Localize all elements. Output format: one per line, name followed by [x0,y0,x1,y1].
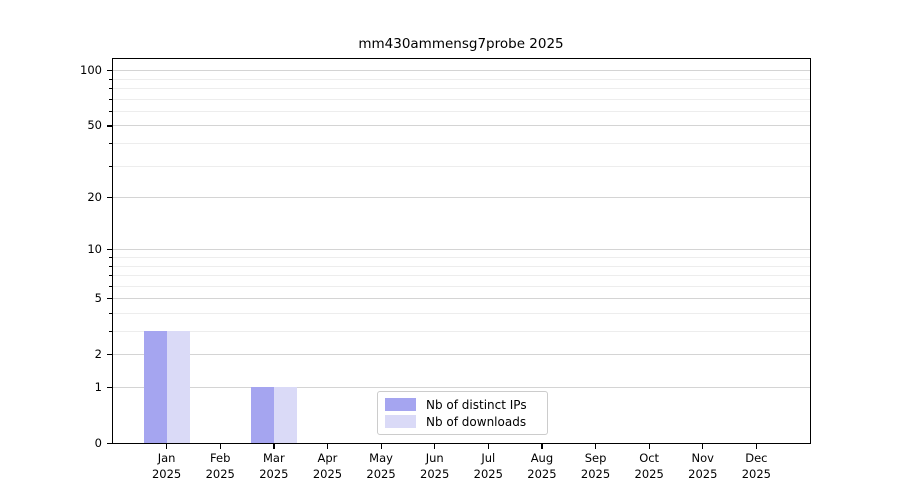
y-tick-label: 10 [87,242,102,257]
x-axis-tick [166,444,168,449]
legend-swatch-downloads [385,415,416,428]
x-tick-label: Feb 2025 [205,451,235,481]
x-axis-tick [326,444,329,449]
gridline-major [113,125,810,127]
bar-distinct-ips [250,387,274,443]
legend-item: Nb of downloads [385,413,539,430]
x-axis-tick [541,444,543,449]
y-axis-tick [107,125,112,127]
gridline-minor [113,98,810,100]
bar-downloads [273,387,297,443]
y-axis-minor-tick [109,331,112,332]
bar-downloads [166,331,190,443]
y-axis-minor-tick [109,88,112,89]
x-tick-label: Aug 2025 [527,451,557,481]
y-axis-minor-tick [109,98,112,100]
y-axis-minor-tick [109,312,112,314]
x-axis-tick [702,444,704,449]
chart-title: mm430ammensg7probe 2025 [358,36,564,52]
y-tick-label: 50 [87,118,102,133]
gridline-minor [113,285,810,287]
y-axis-tick [107,298,112,300]
y-axis-minor-tick [109,285,112,287]
gridline-major [113,298,810,300]
x-tick-label: Oct 2025 [634,451,664,481]
gridline-minor [113,88,810,89]
x-axis-tick [648,444,650,449]
x-tick-label: Sep 2025 [580,451,611,481]
y-tick-label: 20 [87,190,102,205]
x-tick-label: Dec 2025 [741,451,772,481]
plot-area [112,58,811,444]
x-axis-tick [273,444,275,449]
x-axis-tick [380,444,382,449]
y-tick-label: 0 [94,436,102,450]
gridline-major [113,197,810,199]
legend-item: Nb of distinct IPs [385,396,539,413]
gridline-major [113,354,810,356]
x-axis-tick [219,444,221,449]
gridline-minor [113,331,810,332]
y-tick-label: 100 [80,63,102,78]
y-axis-minor-tick [109,275,112,277]
y-tick-label: 2 [94,347,102,362]
gridline-minor [113,275,810,277]
y-axis-minor-tick [109,143,112,144]
gridline-minor [113,110,810,112]
gridline-major [113,249,810,251]
legend-swatch-distinct-ips [385,398,416,411]
legend: Nb of distinct IPs Nb of downloads [377,391,548,435]
y-axis-tick [107,249,112,251]
x-axis-tick [595,444,597,449]
gridline-minor [113,256,810,258]
legend-label: Nb of downloads [426,414,527,429]
y-axis-minor-tick [109,78,112,80]
gridline-minor [113,78,810,80]
x-tick-label: Apr 2025 [312,451,343,481]
x-axis-tick [755,444,758,449]
x-tick-label: Mar 2025 [259,451,289,481]
y-axis-minor-tick [109,165,112,167]
x-tick-label: Nov 2025 [688,451,718,481]
x-axis-tick [487,444,489,449]
bar-distinct-ips [143,331,167,443]
gridline-minor [113,165,810,167]
y-axis-minor-tick [109,256,112,258]
y-tick-label: 1 [94,380,102,394]
y-axis-minor-tick [109,265,112,267]
gridline-major [113,387,810,388]
x-axis-tick [434,444,436,449]
gridline-minor [113,143,810,144]
y-axis-tick [107,387,112,389]
x-tick-label: Jan 2025 [151,451,182,481]
y-axis-tick [107,443,112,445]
y-axis-minor-tick [109,110,112,112]
y-axis-tick [107,70,112,72]
x-tick-label: Jul 2025 [473,451,503,481]
y-tick-label: 5 [94,291,102,306]
x-tick-label: May 2025 [366,451,396,481]
y-axis-tick [107,197,112,199]
gridline-minor [113,265,810,267]
gridline-major [113,70,810,72]
y-axis-tick [107,354,112,356]
gridline-minor [113,312,810,314]
x-tick-label: Jun 2025 [420,451,450,481]
legend-label: Nb of distinct IPs [426,397,527,412]
